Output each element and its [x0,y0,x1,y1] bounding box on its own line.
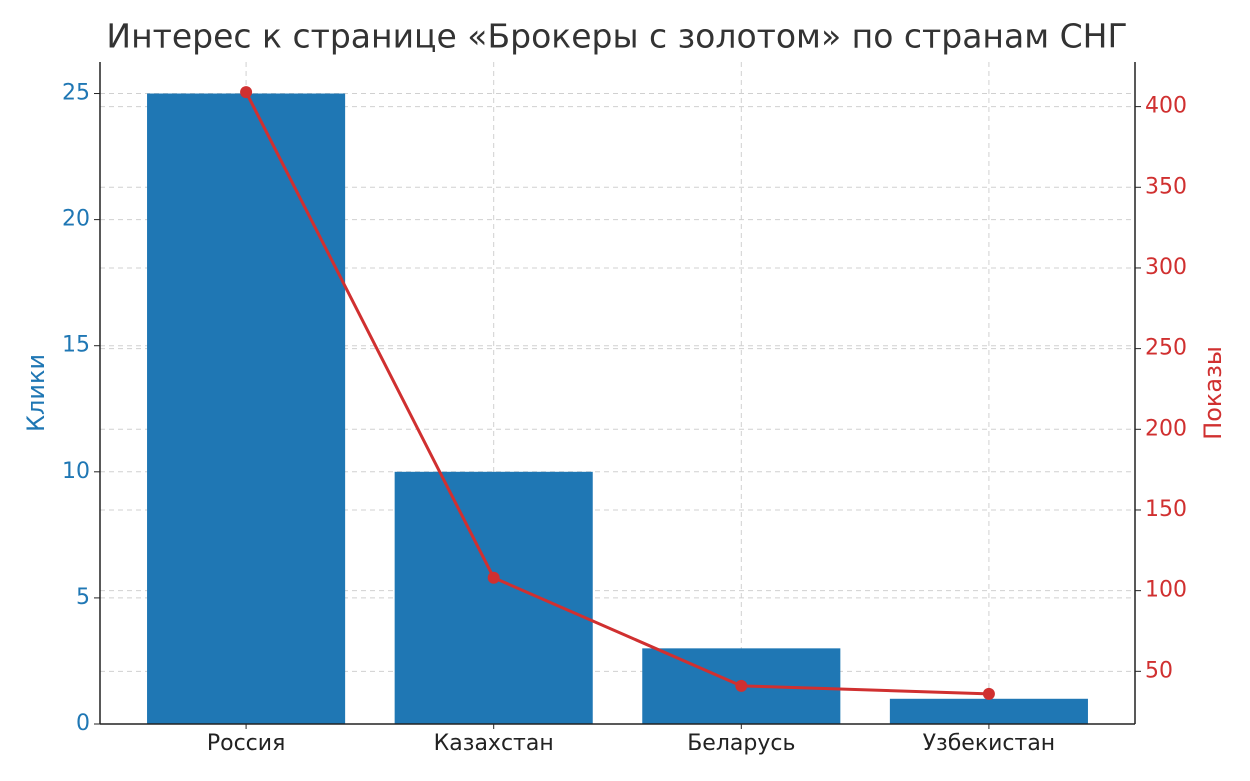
y2-tick-label: 400 [1145,94,1187,119]
lines [240,86,995,700]
line [244,91,989,696]
bar [394,471,593,724]
y2-tick-label: 350 [1145,174,1187,199]
bars [147,93,1088,725]
y2-tick-label: 50 [1145,658,1173,683]
bar [889,698,1088,724]
chart-title: Интерес к странице «Брокеры с золотом» п… [106,17,1127,56]
x-tick-label: Казахстан [434,731,554,756]
line-point [735,679,748,692]
y-tick-label: 0 [76,711,90,736]
y2-tick-label: 150 [1145,497,1187,522]
y-tick-label: 20 [62,207,90,232]
y2-tick-label: 200 [1145,416,1187,441]
x-tick-label: Россия [207,731,285,756]
y-tick-label: 15 [62,333,90,358]
bar [147,93,346,725]
y2-tick-label: 100 [1145,578,1187,603]
y-tick-label: 25 [62,81,90,106]
y2-tick-label: 300 [1145,255,1187,280]
line-point [240,86,253,99]
line-point [487,571,500,584]
x-tick-label: Беларусь [687,731,795,756]
y-tick-label: 5 [76,585,90,610]
y-tick-label: 10 [62,459,90,484]
x-tick-label: Узбекистан [923,731,1056,756]
line-point [982,687,995,700]
y2-tick-label: 250 [1145,336,1187,361]
y-axis-label: Клики [22,354,50,432]
y2-axis-label: Показы [1199,346,1227,440]
